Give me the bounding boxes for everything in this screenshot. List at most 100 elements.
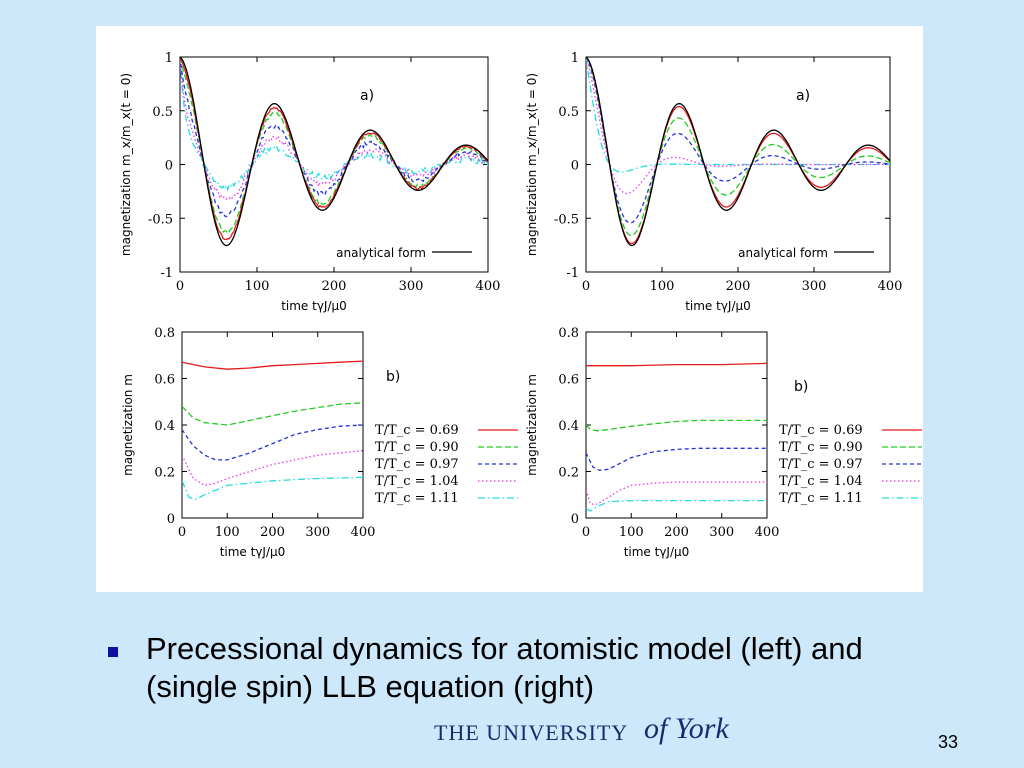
y-tick-label: 0.8 (154, 326, 175, 341)
series-line-T/T_c = 0.90 (586, 419, 767, 432)
y-tick-label: 0.5 (558, 105, 579, 120)
legend-label: T/T_c = 0.69 (375, 423, 459, 438)
x-tick-label: 300 (305, 525, 330, 540)
series-line-T/T_c = 0.69 (586, 362, 767, 367)
y-tick-label: -0.5 (554, 212, 579, 227)
x-tick-label: 200 (664, 525, 689, 540)
y-tick-label: 0.6 (154, 373, 175, 388)
panel-label: a) (360, 88, 374, 104)
y-tick-label: 0.4 (558, 419, 579, 434)
series-line-T/T_c = 1.11 (182, 476, 363, 501)
legend-label: T/T_c = 1.04 (779, 474, 863, 489)
y-axis-label: magnetization m_x/m_x(t = 0) (525, 73, 539, 256)
x-tick-label: 400 (476, 279, 501, 294)
slide-caption: Precessional dynamics for atomistic mode… (146, 631, 863, 704)
x-axis-label: time tγJ/μ0 (624, 545, 690, 559)
x-tick-label: 100 (650, 279, 675, 294)
legend-label: T/T_c = 1.11 (779, 491, 863, 506)
series-line-T/T_c = 1.11 (586, 57, 890, 173)
chart-bottom-left: 0 100 200 300 400 0 0.2 0.4 0.6 0.8 time tγJ/μ0 mag… (121, 326, 518, 559)
figure-panel: 0 100 200 300 400 -1 -0.5 0 0.5 1 time tγJ/μ0 magne… (96, 26, 923, 592)
y-axis-label: magnetization m_x/m_x(t = 0) (119, 73, 133, 256)
series-line-T/T_c = 0.90 (182, 402, 363, 426)
x-tick-label: 100 (619, 525, 644, 540)
y-tick-label: 0 (571, 512, 579, 527)
x-tick-label: 400 (878, 279, 903, 294)
y-axis-label: magnetization m (525, 374, 539, 476)
series-line-T/T_c = 0.90 (586, 57, 890, 237)
x-axis-label: time tγJ/μ0 (220, 545, 286, 559)
y-tick-label: 0 (571, 159, 579, 174)
series-line-T/T_c = 0.97 (180, 57, 488, 218)
x-tick-label: 200 (726, 279, 751, 294)
x-tick-label: 400 (351, 525, 376, 540)
panel-label: a) (796, 88, 810, 104)
y-tick-label: 0.8 (558, 326, 579, 341)
series-line-T/T_c = 0.97 (586, 57, 890, 224)
y-tick-label: 0.4 (154, 419, 175, 434)
y-axis-label: magnetization m (121, 374, 135, 476)
chart-bottom-right: 0 100 200 300 400 0 0.2 0.4 0.6 0.8 time tγJ/μ0 mag… (525, 326, 922, 559)
x-axis-label: time tγJ/μ0 (281, 299, 347, 313)
y-tick-label: 0.2 (154, 466, 175, 481)
x-tick-label: 300 (802, 279, 827, 294)
legend-label: T/T_c = 0.90 (375, 440, 459, 455)
x-tick-label: 300 (709, 525, 734, 540)
legend-label: T/T_c = 0.90 (779, 440, 863, 455)
y-tick-label: 1 (165, 51, 173, 66)
chart-top-left: 0 100 200 300 400 -1 -0.5 0 0.5 1 time tγJ/μ0 magne… (119, 51, 500, 313)
legend-label: analytical form (336, 246, 426, 260)
series-line-T/T_c = 1.04 (586, 57, 890, 195)
panel-label: b) (794, 379, 808, 395)
series-line-T/T_c = 0.97 (586, 447, 767, 471)
x-axis-label: time tγJ/μ0 (685, 299, 751, 313)
y-tick-label: 0.2 (558, 466, 579, 481)
x-tick-label: 100 (245, 279, 270, 294)
series-line-T/T_c = 0.69 (180, 57, 488, 241)
x-tick-label: 0 (176, 279, 184, 294)
legend-label: T/T_c = 1.11 (375, 491, 459, 506)
plot-frame (585, 331, 768, 519)
x-tick-label: 0 (582, 525, 590, 540)
legend-label: T/T_c = 0.69 (779, 423, 863, 438)
logo-script: of York (644, 712, 729, 745)
y-tick-label: -1 (160, 266, 173, 281)
series-line-T/T_c = 0.97 (182, 424, 363, 461)
series-line-T/T_c = 0.69 (586, 57, 890, 245)
y-tick-label: 0.5 (152, 105, 173, 120)
panel-label: b) (386, 369, 400, 385)
legend-label: T/T_c = 0.97 (779, 457, 863, 472)
plot-frame (181, 331, 364, 519)
series-line-T/T_c = 1.04 (180, 57, 488, 201)
university-logo: THE UNIVERSITY of York (434, 712, 734, 750)
y-tick-label: -0.5 (148, 212, 173, 227)
x-tick-label: 0 (582, 279, 590, 294)
x-tick-label: 200 (322, 279, 347, 294)
legend-label: analytical form (738, 246, 828, 260)
y-tick-label: 0.6 (558, 373, 579, 388)
series-line-analytical form (180, 57, 488, 247)
slide-number: 33 (938, 732, 959, 752)
legend-label: T/T_c = 0.97 (375, 457, 459, 472)
series-line-T/T_c = 0.69 (182, 360, 363, 370)
bullet-square-icon (108, 647, 118, 657)
x-tick-label: 200 (260, 525, 285, 540)
series-line-T/T_c = 1.11 (180, 57, 488, 192)
x-tick-label: 400 (755, 525, 780, 540)
y-tick-label: 0 (167, 512, 175, 527)
series-line-T/T_c = 1.04 (586, 481, 767, 505)
series-line-analytical form (586, 57, 890, 247)
series-line-T/T_c = 0.90 (180, 57, 488, 235)
x-tick-label: 100 (215, 525, 240, 540)
chart-top-right: 0 100 200 300 400 -1 -0.5 0 0.5 1 time tγJ/μ0 magne… (525, 51, 902, 313)
series-line-T/T_c = 1.04 (182, 449, 363, 487)
legend-label: T/T_c = 1.04 (375, 474, 459, 489)
x-tick-label: 0 (178, 525, 186, 540)
series-line-T/T_c = 1.11 (586, 499, 767, 512)
y-tick-label: -1 (566, 266, 579, 281)
y-tick-label: 1 (571, 51, 579, 66)
x-tick-label: 300 (399, 279, 424, 294)
logo-text: THE UNIVERSITY (434, 720, 629, 745)
y-tick-label: 0 (165, 159, 173, 174)
